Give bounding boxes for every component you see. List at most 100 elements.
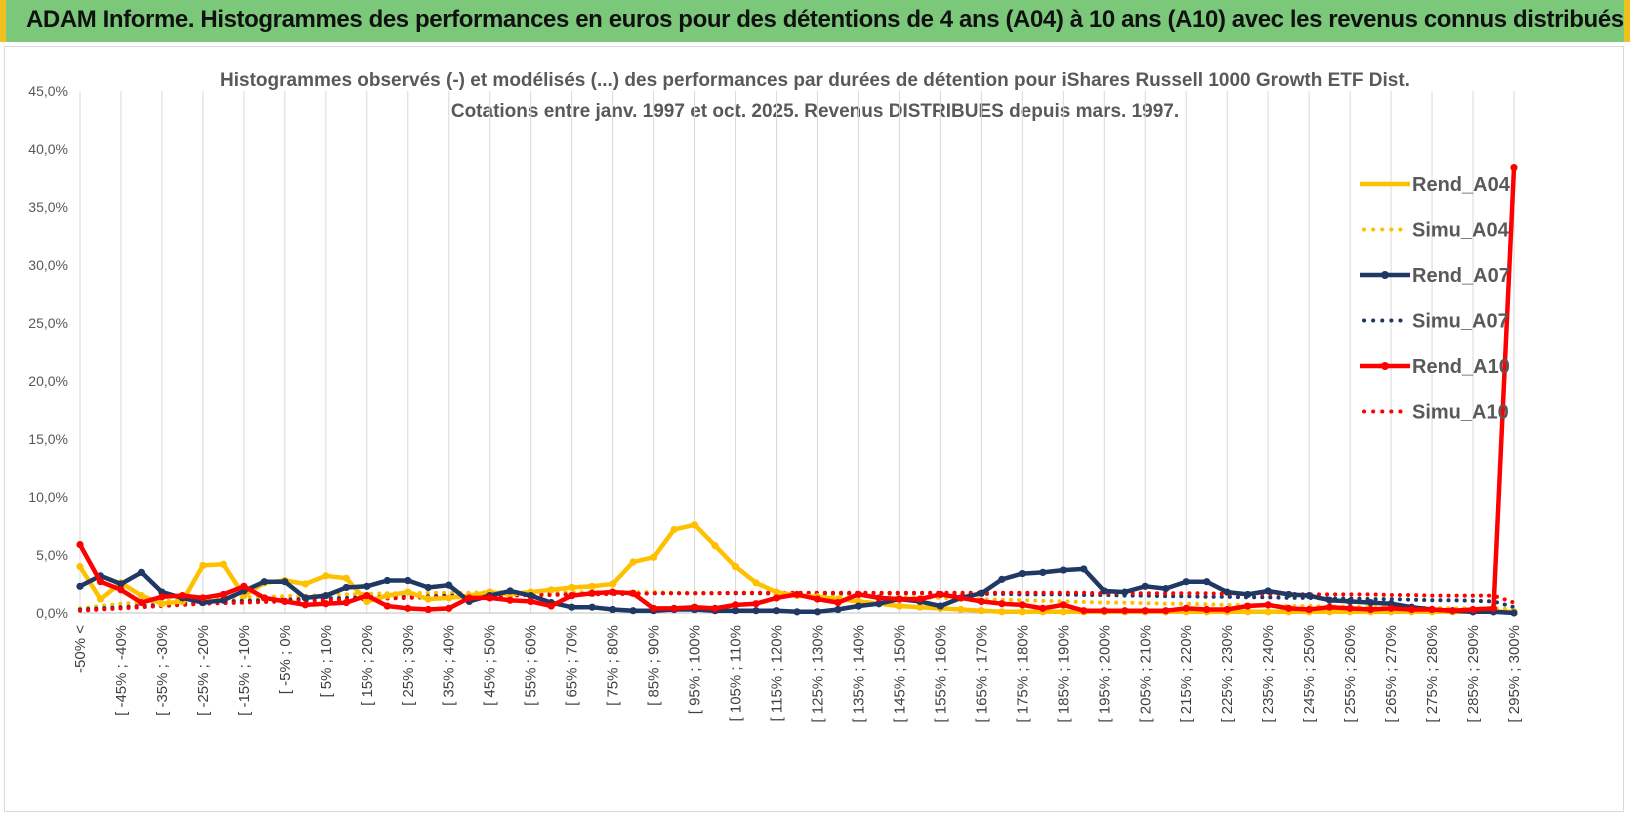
data-point	[609, 580, 617, 588]
data-point	[158, 593, 166, 601]
data-point	[445, 594, 453, 602]
data-point	[977, 589, 985, 597]
x-tick-label: [ -25% ; -20%	[195, 625, 212, 716]
data-point	[998, 608, 1006, 616]
data-point	[240, 582, 248, 590]
data-point	[363, 597, 371, 606]
x-tick-label: [ 55% ; 60%	[523, 625, 540, 706]
data-point	[1018, 608, 1026, 616]
data-point	[1305, 605, 1313, 614]
data-point	[588, 589, 596, 597]
data-point	[383, 592, 391, 600]
x-tick-label: [ 85% ; 90%	[646, 625, 663, 706]
data-point	[1223, 588, 1231, 596]
series-rend-a10	[76, 163, 1518, 615]
data-point	[568, 583, 576, 592]
x-tick-label: [ 245% ; 250%	[1301, 625, 1318, 723]
data-point	[588, 582, 596, 590]
data-point	[322, 592, 330, 600]
data-point	[199, 561, 207, 570]
data-point	[670, 604, 678, 612]
data-point	[1100, 607, 1108, 615]
data-point	[1018, 601, 1026, 609]
data-point	[1080, 607, 1088, 615]
data-point	[650, 604, 658, 612]
data-point	[424, 605, 432, 614]
data-point	[96, 578, 105, 586]
data-point	[506, 596, 514, 604]
chart-subtitle-line: Cotations entre janv. 1997 et oct. 2025.…	[451, 101, 1179, 122]
x-tick-label: [ 105% ; 110%	[728, 625, 745, 721]
chart-title: Histogrammes observés (-) et modélisés (…	[220, 70, 1410, 122]
data-point	[772, 607, 781, 615]
data-point	[1367, 605, 1375, 614]
data-point	[1244, 608, 1252, 616]
data-point	[731, 607, 740, 615]
data-point	[588, 603, 596, 611]
data-point	[1100, 587, 1108, 595]
x-tick-label: [ 115% ; 120%	[769, 625, 786, 721]
data-point	[383, 576, 391, 585]
data-point	[424, 583, 432, 592]
data-point	[1489, 604, 1498, 612]
x-tick-label: -50% <	[72, 625, 89, 673]
x-axis: -50% < [ -45% ; -40% [ -35% ; -30% [ -25% ;…	[72, 625, 1523, 723]
data-point	[1121, 607, 1129, 615]
data-point	[1367, 598, 1375, 607]
data-point	[813, 595, 822, 603]
data-point	[752, 600, 760, 608]
data-point	[1141, 582, 1149, 590]
data-point	[998, 575, 1006, 583]
data-point	[813, 608, 822, 616]
gridlines	[79, 91, 1515, 614]
data-point	[1407, 605, 1416, 614]
x-tick-label: [ 135% ; 140%	[850, 625, 867, 723]
data-point	[609, 588, 617, 596]
data-point	[772, 588, 781, 596]
y-tick-label: 45,0%	[28, 83, 68, 99]
data-point	[363, 582, 371, 590]
data-point	[793, 608, 801, 616]
data-point	[342, 598, 350, 607]
data-point	[1469, 605, 1477, 614]
x-tick-label: [ 205% ; 210%	[1137, 625, 1154, 723]
x-tick-label: [ 125% ; 130%	[809, 625, 826, 723]
legend-label: Simu_A07	[1412, 311, 1509, 333]
data-point	[752, 607, 760, 615]
data-point	[76, 563, 84, 571]
data-point	[1162, 585, 1170, 593]
data-point	[1059, 566, 1067, 574]
data-point	[424, 595, 432, 603]
data-point	[76, 540, 84, 549]
data-point	[281, 597, 289, 606]
data-point	[834, 605, 842, 614]
data-point	[527, 592, 535, 600]
data-point	[1346, 604, 1354, 612]
data-point	[1387, 604, 1395, 612]
legend-item-rend-a07: Rend_A07	[1360, 265, 1510, 287]
data-point	[1326, 603, 1334, 611]
x-tick-label: [ 255% ; 260%	[1342, 625, 1359, 723]
data-point	[568, 592, 576, 600]
x-tick-label: [ 275% ; 280%	[1424, 625, 1441, 723]
x-tick-label: [ 155% ; 160%	[932, 625, 949, 723]
data-point	[916, 603, 924, 611]
data-point	[977, 597, 985, 606]
x-tick-label: [ 175% ; 180%	[1014, 625, 1031, 723]
data-point	[527, 597, 535, 606]
data-point	[301, 580, 309, 588]
x-tick-label: [ 25% ; 30%	[400, 625, 417, 706]
x-tick-label: [ 15% ; 20%	[359, 625, 376, 706]
data-point	[834, 598, 842, 607]
series-line	[78, 167, 1517, 613]
x-tick-label: [ 235% ; 240%	[1260, 625, 1277, 723]
data-point	[219, 560, 227, 568]
x-tick-label: [ 225% ; 230%	[1219, 625, 1236, 723]
data-point	[731, 601, 740, 609]
data-point	[1080, 565, 1088, 573]
data-point	[445, 604, 453, 612]
data-point	[199, 594, 207, 602]
data-point	[998, 600, 1006, 608]
data-point	[895, 602, 904, 610]
